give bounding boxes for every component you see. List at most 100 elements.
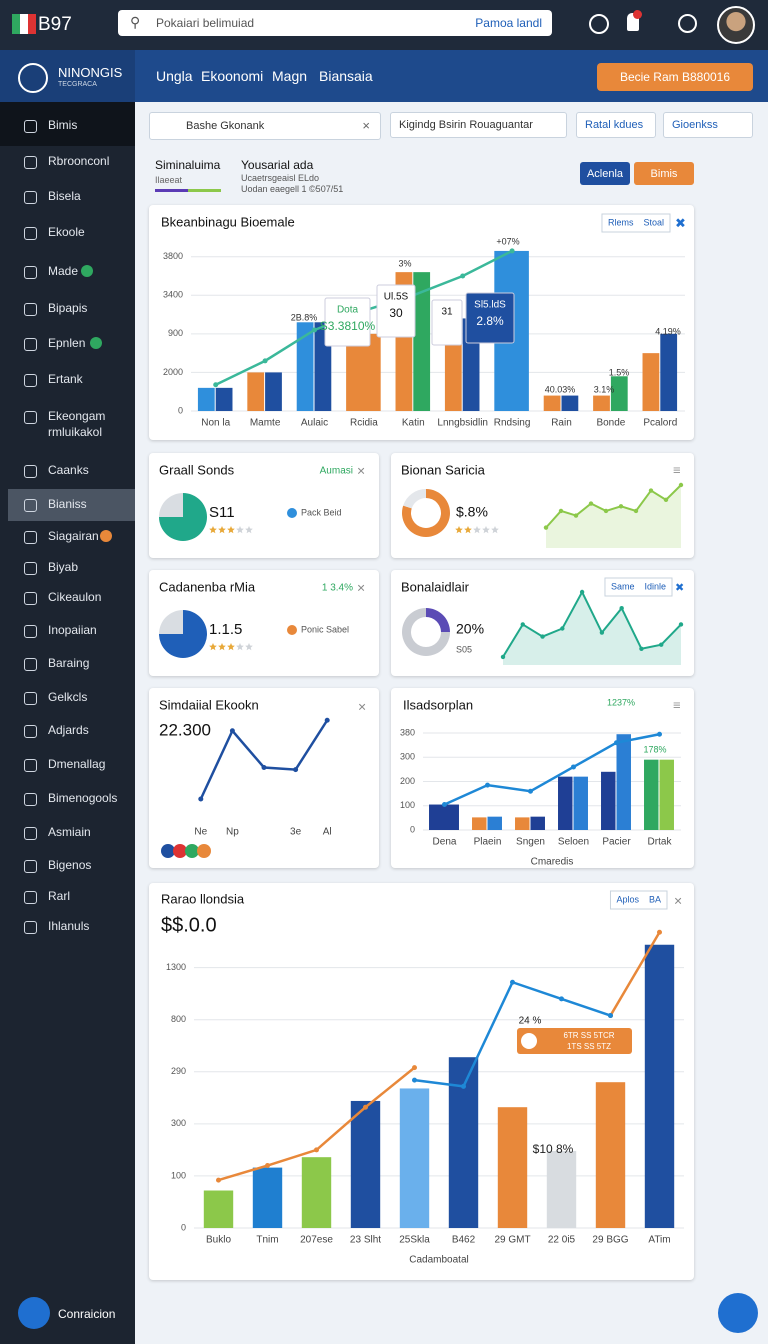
icon[interactable] <box>678 14 697 33</box>
highlight-item-bg <box>8 489 135 521</box>
search-box[interactable]: ⚲ Pokaiari belimuiad Pamoa landl <box>118 10 552 36</box>
footer-icon[interactable] <box>18 1297 50 1329</box>
sidebar-item[interactable]: Biyab <box>48 560 79 574</box>
donut-slice <box>402 489 450 537</box>
y-tick-label: 3800 <box>163 251 183 261</box>
y-tick-label: 3400 <box>163 290 183 300</box>
clear-icon[interactable]: × <box>362 118 370 133</box>
pie-slice <box>159 610 183 634</box>
tooltip <box>517 1028 632 1054</box>
sidebar-item[interactable]: Baraing <box>48 656 90 670</box>
annotation: 4.19% <box>655 326 681 336</box>
trend-point <box>573 513 579 518</box>
search-action[interactable]: Pamoa landl <box>475 16 542 30</box>
sidebar-item[interactable]: Made <box>48 264 79 278</box>
sidebar-icon <box>24 411 37 424</box>
bar <box>265 372 282 411</box>
sidebar-item[interactable]: Epnlen <box>48 336 86 350</box>
sidebar-item[interactable]: Gelkcls <box>48 690 88 704</box>
bar <box>413 272 431 411</box>
point <box>485 782 490 788</box>
sidebar-item[interactable]: Rarl <box>48 889 71 903</box>
chart: Graall Sonds Aumasi × S11 Pack Beid <box>159 462 365 541</box>
expand-icon: ✖ <box>675 215 686 230</box>
star <box>455 526 463 534</box>
chat-button[interactable] <box>718 1293 758 1333</box>
sidebar-item[interactable]: Cikeaulon <box>48 590 102 604</box>
filter-query[interactable]: Kigindg Bsirin Rouaguantar <box>390 112 567 138</box>
sidebar-item[interactable]: Dmenallag <box>48 757 106 771</box>
sidebar-item[interactable]: Ertank <box>48 372 83 386</box>
x-tick-label: Katin <box>402 418 425 429</box>
sidebar-item[interactable]: Adjards <box>48 723 89 737</box>
point <box>198 796 204 802</box>
card-title: Bonalaidlair <box>401 579 470 594</box>
y-tick-label: 0 <box>181 1222 186 1232</box>
y-tick-label: 380 <box>400 727 415 737</box>
y-tick-label: 0 <box>410 824 415 834</box>
filter-dropdown[interactable]: Gioenkss <box>663 112 753 138</box>
sidebar-item[interactable]: Bimenogools <box>48 791 118 805</box>
donut-slice <box>403 489 426 509</box>
sidebar-icon <box>24 191 37 204</box>
sidebar-item[interactable]: Asmiain <box>48 825 91 839</box>
tab-line: Ucaetrsgeaisl ELdo <box>241 173 320 183</box>
sidebar-icon <box>24 725 37 738</box>
trend-line <box>502 589 682 658</box>
annotation: +07% <box>496 236 519 246</box>
sidebar-item[interactable]: Bigenos <box>48 858 92 872</box>
x-tick-label: Drtak <box>648 837 673 848</box>
y-tick-label: 1300 <box>166 962 186 972</box>
sidebar-item[interactable]: Ihlanuls <box>48 919 90 933</box>
x-tick-label: 29 GMT <box>494 1235 530 1246</box>
bar <box>642 353 660 411</box>
sidebar-item[interactable]: Bipapis <box>48 301 88 315</box>
sidebar-item[interactable]: Caanks <box>48 463 89 477</box>
nav-link[interactable]: Biansaia <box>319 68 373 84</box>
point <box>657 731 662 737</box>
star <box>209 643 217 651</box>
tab-button[interactable]: Aclenla <box>580 162 630 185</box>
x-tick-label: Bonde <box>596 418 625 429</box>
sidebar-item[interactable]: Siagairan <box>48 529 99 543</box>
sidebar-item[interactable]: Ekoole <box>48 225 85 239</box>
bar <box>558 776 573 830</box>
sidebar-item[interactable]: Inopaiian <box>48 623 97 637</box>
sidebar-footer[interactable]: Conraicion <box>58 1307 116 1321</box>
y-tick-label: 300 <box>171 1118 186 1128</box>
filter-button[interactable]: Ratal kdues <box>576 112 656 138</box>
nav-link[interactable]: Ekoonomi <box>201 68 264 84</box>
nav-link[interactable]: Magn <box>272 68 308 84</box>
sidebar-item[interactable]: Bimis <box>48 118 78 132</box>
sidebar-icon <box>24 531 37 544</box>
y-tick-label: 2000 <box>163 367 183 377</box>
chart: Cadanenba rMia 1 3.4% × 1.1.5 Ponic Sabel <box>159 579 365 658</box>
star <box>482 526 490 534</box>
card-button: Stoal <box>643 217 664 227</box>
bar <box>601 771 616 830</box>
tab-title: Yousarial ada <box>241 158 314 172</box>
chart-card: Bonalaidlair Idinle Same ✖ 20% S05 <box>391 570 694 676</box>
sidebar-item[interactable]: Bisela <box>48 189 81 203</box>
nav-link[interactable]: Ungla <box>156 68 193 84</box>
line <box>218 931 661 1182</box>
trend-point <box>588 501 594 506</box>
sidebar-item[interactable]: Ekeongam rmluikakol <box>48 409 106 439</box>
bar <box>593 395 610 411</box>
tooltip-text: 30 <box>389 306 403 320</box>
avatar[interactable] <box>717 6 755 44</box>
action-button[interactable]: Becie Ram B880016 <box>597 63 753 91</box>
tab-active[interactable]: Siminaluima <box>155 158 221 172</box>
tab-button[interactable]: Bimis <box>634 162 694 185</box>
card-value: 22.300 <box>159 720 211 739</box>
sidebar-item[interactable]: Rbroonconl <box>48 154 110 168</box>
sidebar-item[interactable]: Bianiss <box>48 497 87 511</box>
sidebar-icon <box>24 562 37 575</box>
trend-point <box>659 642 664 647</box>
filter-search[interactable]: Bashe Gkonank × <box>149 112 381 140</box>
bar <box>472 817 487 830</box>
icon[interactable] <box>589 14 609 34</box>
bar <box>247 372 265 411</box>
legend-dot <box>185 844 199 858</box>
x-tick-label: ATim <box>648 1235 670 1246</box>
